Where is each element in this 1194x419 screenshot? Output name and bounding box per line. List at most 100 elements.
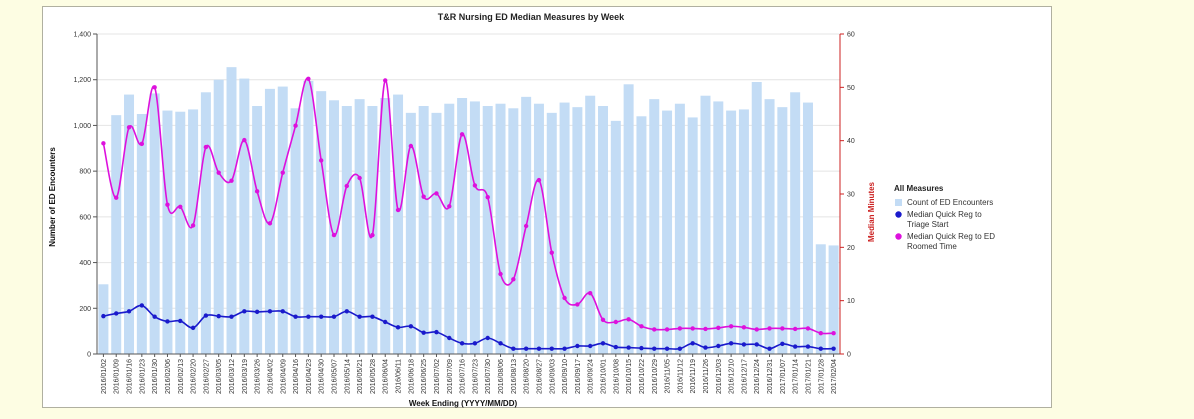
bar [226, 67, 237, 354]
data-point [267, 309, 273, 314]
x-tick-label: 2016/04/23 [306, 359, 313, 394]
data-point [741, 342, 747, 347]
data-point [280, 309, 285, 314]
legend-label: Median Quick Reg to ED Roomed Time [907, 232, 995, 251]
data-point [178, 204, 183, 209]
bar [277, 86, 288, 355]
x-tick-label: 2016/05/07 [331, 359, 338, 394]
bar [738, 109, 749, 354]
bar [700, 95, 711, 354]
data-point [805, 326, 811, 331]
data-point [536, 177, 542, 183]
data-point [152, 85, 157, 90]
bar [393, 94, 404, 355]
data-point [408, 324, 414, 329]
data-point [139, 141, 145, 147]
data-point [831, 346, 836, 351]
x-tick-label: 2016/10/01 [601, 359, 608, 394]
x-tick-label: 2017/01/28 [818, 359, 825, 394]
data-point [831, 331, 836, 336]
bar [674, 103, 685, 354]
data-point [229, 178, 234, 183]
data-point [101, 141, 106, 146]
x-tick-label: 2016/05/14 [344, 359, 351, 394]
legend-label: Count of ED Encounters [907, 198, 993, 207]
data-point [754, 327, 759, 332]
x-tick-label: 2016/11/12 [677, 359, 684, 394]
data-point [318, 158, 324, 163]
data-point [267, 221, 273, 226]
y-right-tick-label: 20 [847, 245, 855, 252]
data-point [229, 314, 234, 319]
bar [367, 106, 378, 354]
data-point [562, 295, 567, 301]
data-point [728, 324, 734, 329]
bar [713, 101, 724, 354]
data-point [254, 309, 260, 315]
bar [828, 245, 839, 354]
x-tick-label: 2016/05/21 [357, 359, 364, 394]
x-tick-label: 2016/07/30 [485, 359, 492, 394]
x-tick-label: 2017/01/21 [805, 359, 812, 394]
bar [444, 103, 455, 354]
data-point [780, 326, 785, 331]
bar [802, 102, 813, 354]
data-point [370, 232, 375, 238]
data-point [818, 331, 823, 336]
data-point [639, 345, 644, 351]
bar [124, 94, 135, 355]
data-point [306, 314, 311, 319]
bar [290, 108, 301, 355]
data-point [703, 326, 708, 332]
data-point [767, 346, 772, 351]
data-point [626, 317, 631, 322]
data-point [331, 232, 337, 238]
bar [636, 116, 647, 355]
x-tick-label: 2016/04/16 [293, 359, 300, 394]
bar [508, 108, 519, 355]
bar [431, 112, 442, 354]
data-point [190, 325, 196, 331]
x-tick-label: 2016/02/06 [165, 359, 172, 394]
data-point [472, 183, 478, 188]
bar-series [98, 67, 839, 355]
x-tick-label: 2016/12/24 [754, 359, 761, 394]
y-right-tick-label: 0 [847, 352, 851, 359]
x-tick-label: 2016/06/11 [396, 359, 403, 394]
data-point [203, 313, 209, 318]
data-point [152, 314, 157, 319]
data-point [165, 319, 170, 324]
bar [764, 99, 775, 355]
x-tick-label: 2017/01/07 [780, 359, 787, 394]
y-right-tick-label: 40 [847, 138, 855, 145]
data-point [395, 207, 401, 213]
line-series [101, 76, 836, 351]
chart-title: T&R Nursing ED Median Measures by Week [438, 12, 625, 22]
bar [687, 117, 698, 354]
data-point [587, 343, 593, 349]
bar [175, 111, 186, 354]
data-point [600, 341, 606, 346]
data-point [613, 344, 619, 350]
x-tick-label: 2016/05/28 [370, 359, 377, 394]
data-point [126, 309, 132, 314]
y-left-tick-label: 200 [79, 306, 91, 313]
data-point [498, 341, 503, 346]
bar [200, 92, 211, 355]
data-point [485, 195, 490, 200]
data-point [523, 223, 529, 229]
bar [418, 106, 429, 354]
data-point [114, 311, 119, 316]
data-point [626, 345, 631, 350]
bar [751, 82, 762, 354]
data-point [344, 309, 350, 314]
x-tick-label: 2016/11/19 [690, 359, 697, 394]
axes: 0 200 400 600 800 1,000 1,200 1,400 0 10 20 30 40 50 6… [73, 32, 854, 395]
data-point [792, 344, 798, 349]
x-tick-label: 2016/01/30 [152, 359, 159, 394]
y-axis-right-title: Median Minutes [867, 181, 876, 242]
x-tick-label: 2016/02/13 [178, 359, 185, 394]
data-point [677, 326, 683, 331]
x-tick-label: 2016/11/05 [665, 359, 672, 394]
x-tick-label: 2016/12/10 [729, 359, 736, 394]
